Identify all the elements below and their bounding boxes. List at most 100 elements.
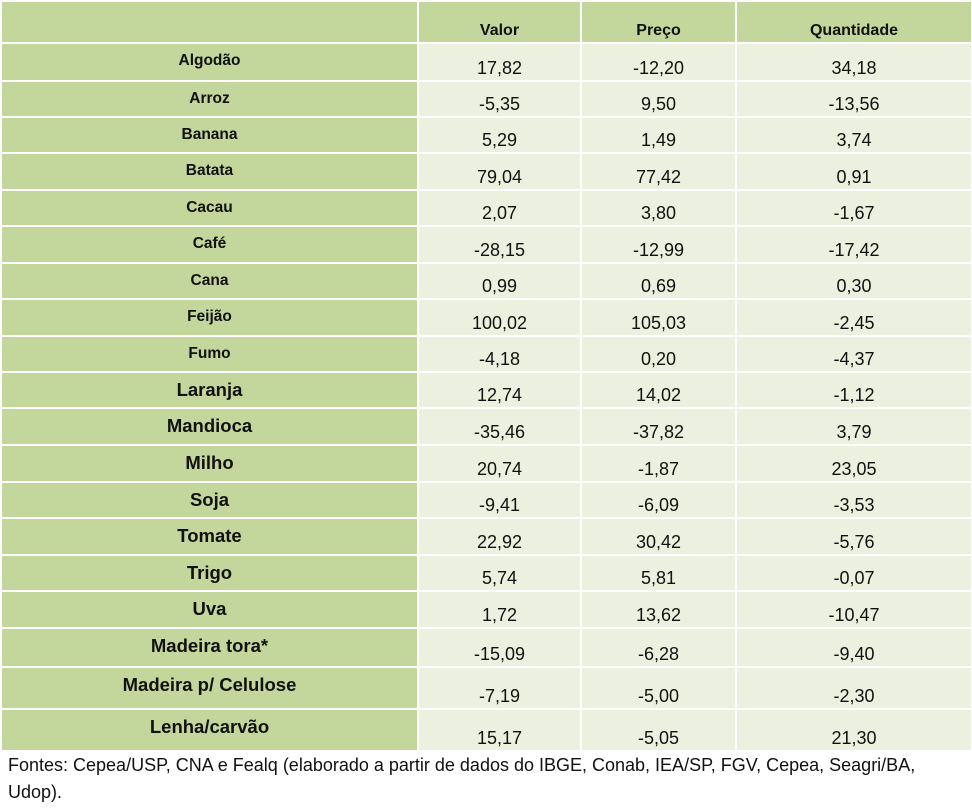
cell-valor: 5,74 xyxy=(417,554,582,592)
row-label: Lenha/carvão xyxy=(0,708,419,752)
cell-valor: 20,74 xyxy=(417,444,582,483)
cell-preco: 14,02 xyxy=(580,371,737,409)
table-row: Cacau 2,07 3,80 -1,67 xyxy=(0,189,972,227)
cell-quantidade: -0,07 xyxy=(735,554,972,592)
cell-preco: -6,28 xyxy=(580,627,737,668)
footnote: Fontes: Cepea/USP, CNA e Fealq (elaborad… xyxy=(8,755,916,802)
cell-quantidade: 21,30 xyxy=(735,708,972,752)
cell-preco: 30,42 xyxy=(580,517,737,556)
cell-preco: 9,50 xyxy=(580,80,737,118)
cell-quantidade: -1,12 xyxy=(735,371,972,409)
cell-preco: -5,05 xyxy=(580,708,737,752)
cell-valor: -15,09 xyxy=(417,627,582,668)
table-row: Feijão 100,02 105,03 -2,45 xyxy=(0,298,972,337)
row-label: Madeira tora* xyxy=(0,627,419,668)
cell-quantidade: 0,91 xyxy=(735,152,972,191)
cell-preco: 77,42 xyxy=(580,152,737,191)
cell-preco: 0,20 xyxy=(580,335,737,373)
cell-valor: 5,29 xyxy=(417,116,582,154)
table-row: Milho 20,74 -1,87 23,05 xyxy=(0,444,972,483)
row-label: Algodão xyxy=(0,42,419,82)
cell-quantidade: -17,42 xyxy=(735,225,972,264)
table-row: Algodão 17,82 -12,20 34,18 xyxy=(0,42,972,82)
table-row: Tomate 22,92 30,42 -5,76 xyxy=(0,517,972,556)
cell-quantidade: -2,30 xyxy=(735,666,972,710)
cell-valor: 2,07 xyxy=(417,189,582,227)
header-valor: Valor xyxy=(417,0,582,44)
row-label: Mandioca xyxy=(0,407,419,446)
table-row: Mandioca -35,46 -37,82 3,79 xyxy=(0,407,972,446)
cell-quantidade: 23,05 xyxy=(735,444,972,483)
row-label: Cana xyxy=(0,262,419,300)
table-row: Madeira tora* -15,09 -6,28 -9,40 xyxy=(0,627,972,668)
cell-preco: -6,09 xyxy=(580,481,737,519)
table-row: Uva 1,72 13,62 -10,47 xyxy=(0,590,972,629)
cell-valor: 1,72 xyxy=(417,590,582,629)
cell-valor: 22,92 xyxy=(417,517,582,556)
cell-valor: -4,18 xyxy=(417,335,582,373)
table-row: Madeira p/ Celulose -7,19 -5,00 -2,30 xyxy=(0,666,972,710)
cell-quantidade: 0,30 xyxy=(735,262,972,300)
cell-quantidade: -9,40 xyxy=(735,627,972,668)
cell-valor: 15,17 xyxy=(417,708,582,752)
row-label: Soja xyxy=(0,481,419,519)
cell-valor: 0,99 xyxy=(417,262,582,300)
cell-preco: 13,62 xyxy=(580,590,737,629)
cell-valor: 17,82 xyxy=(417,42,582,82)
table-row: Trigo 5,74 5,81 -0,07 xyxy=(0,554,972,592)
table-row: Lenha/carvão 15,17 -5,05 21,30 xyxy=(0,708,972,752)
table-row: Fumo -4,18 0,20 -4,37 xyxy=(0,335,972,373)
data-table: Valor Preço Quantidade Algodão 17,82 -12,2… xyxy=(0,0,972,752)
cell-valor: -35,46 xyxy=(417,407,582,446)
table-row: Arroz -5,35 9,50 -13,56 xyxy=(0,80,972,118)
cell-quantidade: -1,67 xyxy=(735,189,972,227)
cell-preco: 1,49 xyxy=(580,116,737,154)
cell-quantidade: -10,47 xyxy=(735,590,972,629)
cell-preco: 0,69 xyxy=(580,262,737,300)
cell-valor: -7,19 xyxy=(417,666,582,710)
cell-valor: -5,35 xyxy=(417,80,582,118)
cell-valor: -9,41 xyxy=(417,481,582,519)
cell-quantidade: -4,37 xyxy=(735,335,972,373)
table-row: Café -28,15 -12,99 -17,42 xyxy=(0,225,972,264)
row-label: Arroz xyxy=(0,80,419,118)
row-label: Fumo xyxy=(0,335,419,373)
row-label: Tomate xyxy=(0,517,419,556)
table-row: Laranja 12,74 14,02 -1,12 xyxy=(0,371,972,409)
cell-preco: 3,80 xyxy=(580,189,737,227)
cell-quantidade: -2,45 xyxy=(735,298,972,337)
cell-quantidade: -13,56 xyxy=(735,80,972,118)
cell-preco: -12,99 xyxy=(580,225,737,264)
header-quantidade: Quantidade xyxy=(735,0,972,44)
cell-valor: 79,04 xyxy=(417,152,582,191)
row-label: Uva xyxy=(0,590,419,629)
table-row: Cana 0,99 0,69 0,30 xyxy=(0,262,972,300)
row-label: Banana xyxy=(0,116,419,154)
cell-valor: 100,02 xyxy=(417,298,582,337)
header-preco: Preço xyxy=(580,0,737,44)
cell-quantidade: 3,74 xyxy=(735,116,972,154)
row-label: Batata xyxy=(0,152,419,191)
cell-quantidade: 34,18 xyxy=(735,42,972,82)
cell-preco: -12,20 xyxy=(580,42,737,82)
cell-valor: 12,74 xyxy=(417,371,582,409)
cell-preco: -1,87 xyxy=(580,444,737,483)
cell-quantidade: -3,53 xyxy=(735,481,972,519)
row-label: Café xyxy=(0,225,419,264)
table-row: Soja -9,41 -6,09 -3,53 xyxy=(0,481,972,519)
table-row: Banana 5,29 1,49 3,74 xyxy=(0,116,972,154)
row-label: Cacau xyxy=(0,189,419,227)
cell-quantidade: 3,79 xyxy=(735,407,972,446)
cell-preco: -37,82 xyxy=(580,407,737,446)
row-label: Milho xyxy=(0,444,419,483)
row-label: Trigo xyxy=(0,554,419,592)
cell-preco: 105,03 xyxy=(580,298,737,337)
header-row: Valor Preço Quantidade xyxy=(0,0,972,44)
cell-valor: -28,15 xyxy=(417,225,582,264)
cell-preco: 5,81 xyxy=(580,554,737,592)
cell-preco: -5,00 xyxy=(580,666,737,710)
row-label: Madeira p/ Celulose xyxy=(0,666,419,710)
header-product xyxy=(0,0,419,44)
cell-quantidade: -5,76 xyxy=(735,517,972,556)
row-label: Laranja xyxy=(0,371,419,409)
